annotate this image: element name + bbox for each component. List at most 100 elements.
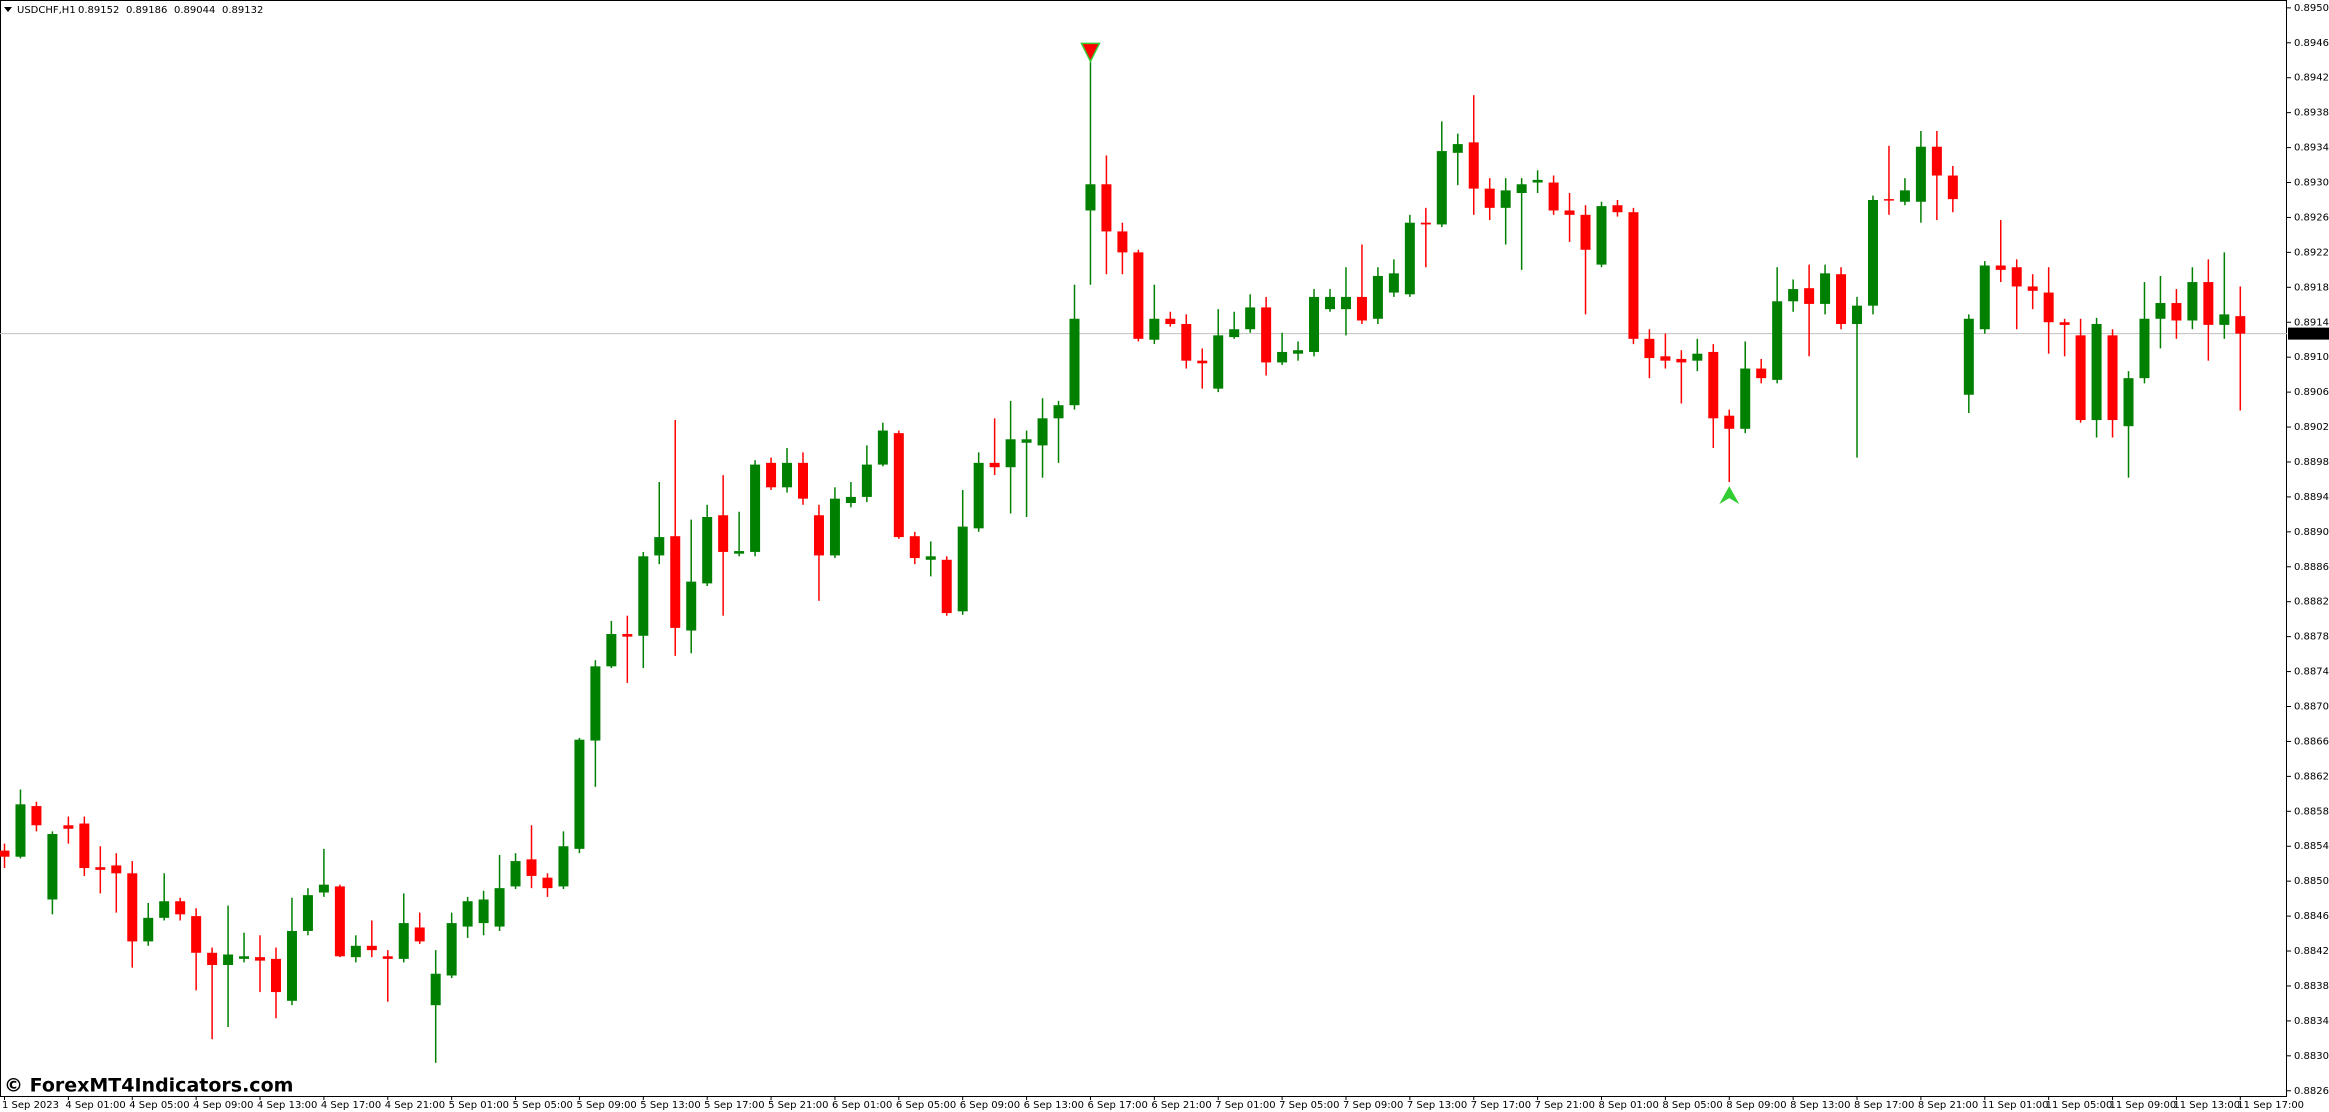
x-tick-label: 5 Sep 21:00	[768, 1100, 828, 1111]
y-tick-label: 0.88505	[2294, 876, 2329, 887]
candle-body	[127, 873, 138, 942]
candle-body	[1899, 190, 1910, 202]
header-close: 0.89132	[222, 5, 263, 16]
current-price-label: 0.89132	[2291, 329, 2329, 340]
candle-body	[1740, 368, 1751, 429]
candle-body	[1564, 210, 1575, 215]
candle-body	[1612, 205, 1623, 213]
candle-body	[1021, 439, 1032, 443]
candle-body	[2139, 318, 2150, 379]
y-tick-label: 0.88345	[2294, 1016, 2329, 1027]
candle-body	[191, 916, 202, 953]
candle-body	[798, 462, 808, 499]
candle-body	[1644, 338, 1655, 359]
x-tick-label: 7 Sep 21:00	[1535, 1100, 1595, 1111]
x-tick-label: 7 Sep 13:00	[1407, 1100, 1467, 1111]
x-tick-label: 11 Sep 17:00	[2237, 1100, 2304, 1111]
candle-body	[2059, 322, 2070, 325]
candle-body	[1069, 318, 1080, 406]
candle-body	[95, 867, 106, 870]
y-tick-label: 0.89385	[2294, 108, 2329, 119]
candle-body	[1213, 335, 1224, 389]
candle-body	[2219, 314, 2230, 325]
y-tick-label: 0.89345	[2294, 143, 2329, 154]
sell-arrow	[1080, 42, 1101, 64]
candle-body	[654, 537, 665, 556]
candle-body	[478, 899, 489, 924]
candle-body	[1516, 184, 1527, 194]
x-tick-label: 4 Sep 13:00	[257, 1100, 317, 1111]
candle-body	[2187, 282, 2198, 321]
candle-body	[574, 739, 585, 849]
menu-triangle[interactable]	[4, 7, 12, 12]
candle-body	[1947, 175, 1958, 200]
candle-body	[2171, 303, 2182, 321]
candle-body	[1931, 146, 1942, 176]
x-tick-label: 4 Sep 21:00	[385, 1100, 445, 1111]
candle-body	[2203, 282, 2214, 325]
watermark: © ForexMT4Indicators.com	[4, 1075, 293, 1097]
candle-body	[1852, 305, 1863, 324]
plot-border	[0, 0, 2287, 1097]
y-tick-label: 0.88425	[2294, 946, 2329, 957]
x-tick-label: 11 Sep 01:00	[1982, 1100, 2049, 1111]
x-tick-label: 5 Sep 13:00	[640, 1100, 700, 1111]
candle-body	[1963, 318, 1974, 395]
candle-body	[957, 526, 968, 612]
candle-body	[15, 804, 26, 857]
x-tick-label: 6 Sep 09:00	[960, 1100, 1020, 1111]
candle-body	[1788, 289, 1799, 302]
candle-body	[1836, 274, 1847, 324]
candle-body	[270, 958, 281, 993]
candle-body	[1820, 273, 1831, 304]
y-tick-label: 0.88785	[2294, 632, 2329, 643]
candle-body	[845, 496, 856, 504]
x-tick-label: 11 Sep 05:00	[2046, 1100, 2113, 1111]
candle-body	[1468, 142, 1479, 189]
candle-body	[1724, 415, 1735, 429]
candle-body	[1867, 199, 1878, 306]
candle-body	[2155, 303, 2166, 319]
candle-body	[1532, 179, 1543, 183]
candle-body	[1995, 265, 2006, 270]
candle-body	[47, 834, 58, 900]
y-tick-label: 0.88305	[2294, 1051, 2329, 1062]
x-tick-label: 6 Sep 17:00	[1087, 1100, 1147, 1111]
candle-body	[1420, 222, 1431, 225]
candle-body	[79, 823, 90, 869]
x-tick-label: 7 Sep 17:00	[1471, 1100, 1531, 1111]
candle-body	[318, 884, 329, 893]
x-tick-label: 8 Sep 05:00	[1662, 1100, 1722, 1111]
candle-body	[462, 901, 473, 927]
y-tick-label: 0.89185	[2294, 282, 2329, 293]
x-tick-label: 7 Sep 01:00	[1215, 1100, 1275, 1111]
candle-body	[1037, 418, 1048, 446]
x-tick-label: 8 Sep 09:00	[1726, 1100, 1786, 1111]
header-high: 0.89186	[126, 5, 167, 16]
candle-body	[813, 515, 824, 556]
x-tick-label: 8 Sep 21:00	[1918, 1100, 1978, 1111]
y-tick-label: 0.89145	[2294, 317, 2329, 328]
candle-body	[1484, 188, 1495, 208]
header-open: 0.89152	[78, 5, 119, 16]
candle-body	[1133, 252, 1144, 339]
y-tick-label: 0.89465	[2294, 38, 2329, 49]
x-tick-label: 8 Sep 01:00	[1599, 1100, 1659, 1111]
candle-body	[1804, 288, 1815, 304]
candle-body	[829, 498, 840, 556]
candle-body	[1772, 301, 1783, 380]
candle-body	[909, 536, 920, 559]
x-tick-label: 4 Sep 17:00	[321, 1100, 381, 1111]
x-tick-label: 6 Sep 13:00	[1024, 1100, 1084, 1111]
candle-body	[750, 464, 761, 552]
y-tick-label: 0.89105	[2294, 352, 2329, 363]
candle-body	[1404, 222, 1415, 295]
candle-body	[2091, 323, 2102, 421]
candle-body	[2027, 286, 2038, 291]
y-tick-label: 0.89425	[2294, 73, 2329, 84]
candle-body	[1101, 184, 1112, 232]
x-tick-label: 4 Sep 05:00	[129, 1100, 189, 1111]
candle-body	[1756, 368, 1767, 379]
candle-body	[382, 956, 393, 959]
candle-body	[494, 888, 505, 927]
